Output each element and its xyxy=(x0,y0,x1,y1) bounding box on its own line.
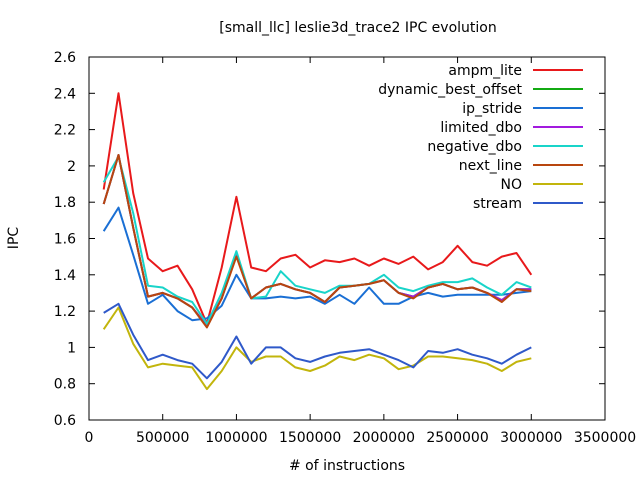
y-tick-label: 0.6 xyxy=(54,413,76,429)
x-tick-label: 0 xyxy=(85,430,94,446)
y-tick-label: 1.8 xyxy=(54,195,76,211)
legend-label: negative_dbo xyxy=(427,139,522,155)
series-lines xyxy=(102,92,533,391)
chart-title: [small_llc] leslie3d_trace2 IPC evolutio… xyxy=(219,20,496,36)
legend: ampm_lite dynamic_best_offset ip_stridelim… xyxy=(378,63,583,212)
legend-label: stream xyxy=(473,196,522,212)
x-tick-label: 2500000 xyxy=(426,430,488,446)
y-tick-label: 1.2 xyxy=(54,304,76,320)
plot-frame xyxy=(88,56,606,421)
x-tick-label: 500000 xyxy=(136,430,189,446)
y-tick-label: 0.8 xyxy=(54,377,76,393)
x-tick-label: 3500000 xyxy=(574,430,636,446)
series-line-next-line xyxy=(102,154,532,329)
y-tick-label: 1.6 xyxy=(54,232,76,248)
y-tick-label: 2 xyxy=(67,159,76,175)
legend-label: ampm_lite xyxy=(448,63,522,79)
series-line-no xyxy=(102,306,532,391)
y-tick-label: 2.2 xyxy=(54,123,76,139)
y-tick-label: 2.6 xyxy=(54,50,76,66)
x-tick-label: 2000000 xyxy=(353,430,415,446)
y-tick-label: 1.4 xyxy=(54,268,76,284)
series-line-ip-stride xyxy=(102,206,532,322)
series-line-stream xyxy=(103,302,532,380)
x-tick-label: 3000000 xyxy=(500,430,562,446)
legend-label: NO xyxy=(501,177,523,193)
legend-label: ip_stride xyxy=(462,101,522,117)
legend-label: dynamic_best_offset xyxy=(378,82,522,98)
y-tick-label: 2.4 xyxy=(54,86,76,102)
y-axis-label: IPC xyxy=(6,227,22,250)
x-tick-label: 1500000 xyxy=(279,430,341,446)
axis-ticks: 0.6 0.8 1 1.2 1.4 1.6 1.8 2 2.2 2.4 2.6 0 500000 1000… xyxy=(54,50,636,446)
series-line-ampm-lite xyxy=(102,92,533,325)
x-axis-label: # of instructions xyxy=(289,458,405,474)
legend-label: next_line xyxy=(459,158,522,174)
legend-label: limited_dbo xyxy=(440,120,522,136)
y-tick-label: 1 xyxy=(67,340,76,356)
series-line-negative-dbo xyxy=(102,155,532,325)
x-tick-label: 1000000 xyxy=(205,430,267,446)
